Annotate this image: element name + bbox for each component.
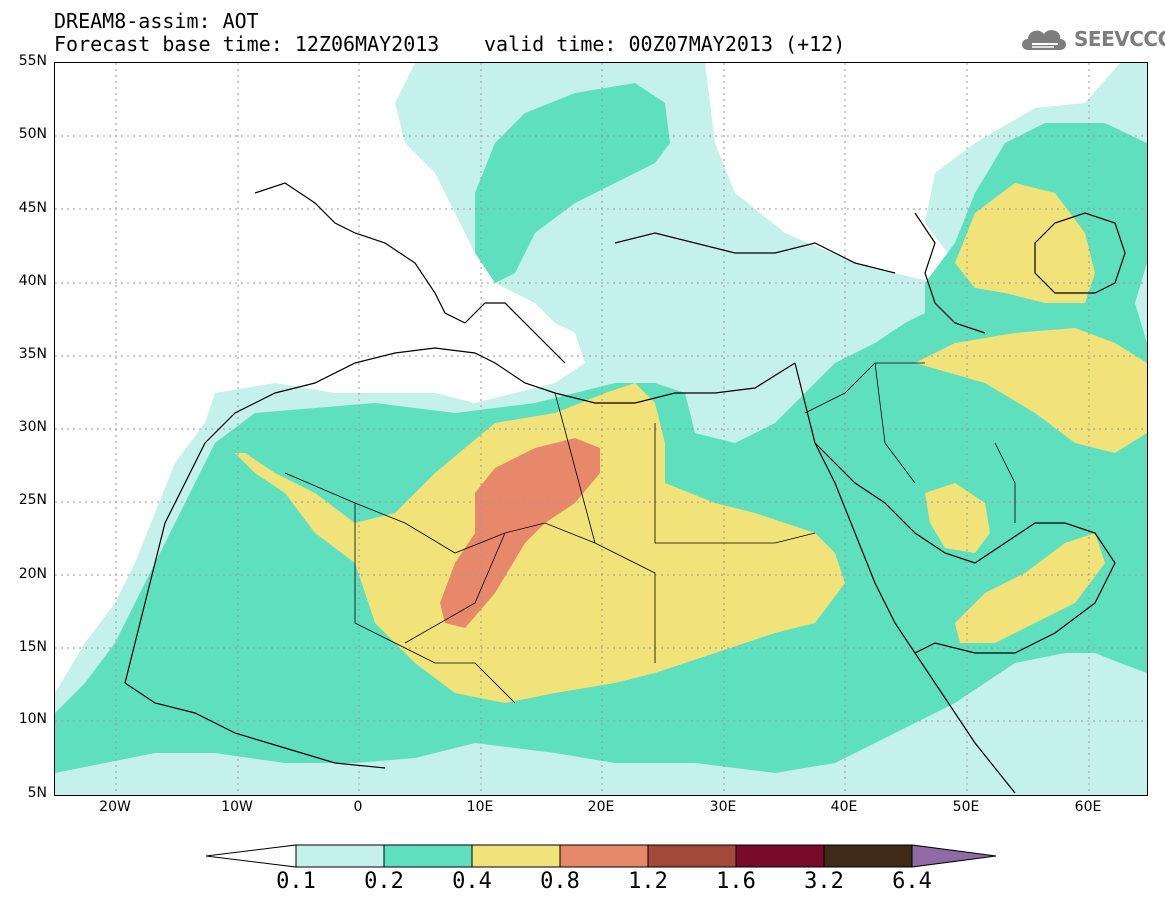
lon-label-50e: 50E <box>952 799 980 815</box>
cloud-icon <box>1022 30 1066 50</box>
lon-label-30e: 30E <box>709 799 737 815</box>
colorbar-segment-0.2 <box>383 844 473 868</box>
aot-zone-0.8 <box>440 438 600 628</box>
colorbar-label-3.2: 3.2 <box>804 869 844 894</box>
lat-label-30n: 30N <box>18 419 47 435</box>
lat-label-10n: 10N <box>18 711 47 727</box>
lon-label-10w: 10W <box>221 799 253 815</box>
lon-label-60e: 60E <box>1074 799 1102 815</box>
colorbar-segment-1.2 <box>647 844 737 868</box>
lat-label-35n: 35N <box>18 346 47 362</box>
lat-label-50n: 50N <box>18 126 47 142</box>
aot-map[interactable] <box>54 62 1148 796</box>
aot-colorbar <box>206 844 997 868</box>
colorbar-label-0.1: 0.1 <box>276 869 316 894</box>
valid-time: valid time: 00Z07MAY2013 (+12) <box>484 32 846 56</box>
lon-label-20e: 20E <box>587 799 615 815</box>
aot-zone-0.4-iran <box>915 328 1147 453</box>
colorbar-label-1.6: 1.6 <box>716 869 756 894</box>
lon-label-0: 0 <box>353 799 363 815</box>
lat-label-20n: 20N <box>18 566 47 582</box>
colorbar-label-6.4: 6.4 <box>892 869 932 894</box>
colorbar-label-0.4: 0.4 <box>452 869 492 894</box>
colorbar-segment-gt6.4 <box>911 844 997 868</box>
lat-label-15n: 15N <box>18 639 47 655</box>
colorbar-segment-0.1 <box>295 844 385 868</box>
lat-label-45n: 45N <box>18 200 47 216</box>
coastlines <box>124 182 1126 794</box>
colorbar-segment-0.4 <box>471 844 561 868</box>
lat-label-25n: 25N <box>18 492 47 508</box>
lon-label-40e: 40E <box>830 799 858 815</box>
country-borders <box>284 362 1016 704</box>
seevccc-logo: SEEVCCC <box>1018 24 1165 54</box>
colorbar-segment-lt0.1 <box>206 844 297 868</box>
colorbar-label-0.2: 0.2 <box>364 869 404 894</box>
colorbar-segment-1.6 <box>735 844 825 868</box>
graticule <box>55 63 1147 795</box>
aot-zone-0.4 <box>235 383 845 703</box>
forecast-base-time: Forecast base time: 12Z06MAY2013 <box>54 32 440 56</box>
colorbar-segment-0.8 <box>559 844 649 868</box>
lon-label-10e: 10E <box>466 799 494 815</box>
aot-zone-0.2-europe <box>475 83 670 283</box>
aot-contour-map <box>55 63 1147 795</box>
lat-label-5n: 5N <box>27 785 47 801</box>
colorbar-segment-3.2 <box>823 844 913 868</box>
colorbar-label-1.2: 1.2 <box>628 869 668 894</box>
lon-label-20w: 20W <box>99 799 131 815</box>
lat-label-40n: 40N <box>18 273 47 289</box>
aot-zone-0.4-oman <box>955 533 1105 643</box>
aot-zone-0.4-caspian <box>955 183 1095 303</box>
lat-label-55n: 55N <box>18 53 47 69</box>
colorbar-label-0.8: 0.8 <box>540 869 580 894</box>
map-title: DREAM8-assim: AOT <box>54 9 259 33</box>
aot-zone-0.4-arabia <box>925 483 990 553</box>
